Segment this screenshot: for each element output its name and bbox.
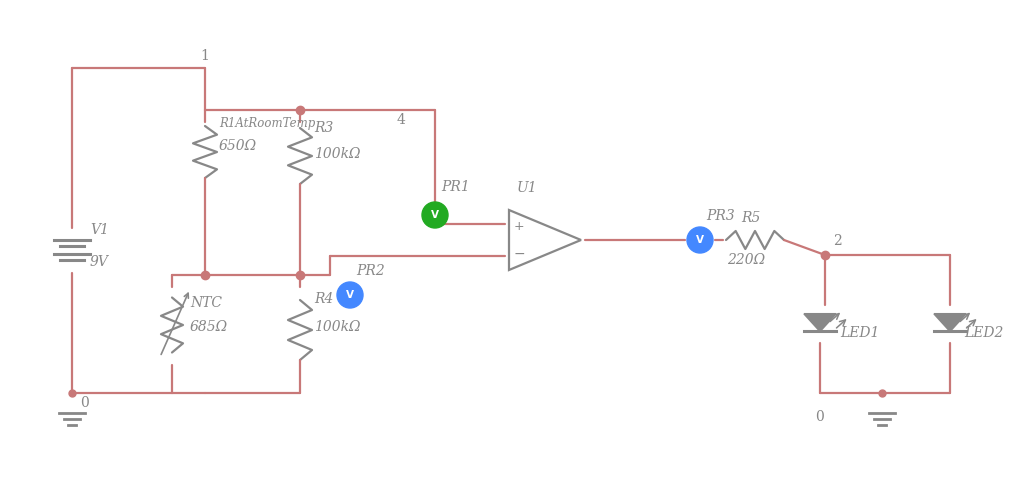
Text: LED1: LED1 — [840, 326, 880, 340]
Text: 2: 2 — [833, 234, 842, 248]
Text: R3: R3 — [314, 121, 334, 135]
Text: 9V: 9V — [90, 255, 109, 269]
Text: R5: R5 — [741, 211, 761, 225]
Text: LED2: LED2 — [964, 326, 1004, 340]
Text: R1AtRoomTemp: R1AtRoomTemp — [219, 118, 315, 131]
Text: 1: 1 — [200, 49, 209, 63]
Text: 0: 0 — [815, 410, 823, 424]
Text: V: V — [431, 210, 439, 220]
Text: V1: V1 — [90, 223, 109, 237]
Text: +: + — [514, 220, 524, 232]
Text: 650Ω: 650Ω — [219, 139, 257, 153]
Text: 100kΩ: 100kΩ — [314, 147, 360, 161]
Text: 220Ω: 220Ω — [727, 253, 765, 267]
Circle shape — [337, 282, 362, 308]
Circle shape — [687, 227, 713, 253]
Text: NTC: NTC — [190, 296, 222, 310]
Text: V: V — [696, 235, 705, 245]
Text: R4: R4 — [314, 292, 334, 306]
Text: PR1: PR1 — [441, 180, 470, 194]
Text: PR2: PR2 — [356, 264, 385, 278]
Text: 4: 4 — [397, 113, 406, 127]
Circle shape — [422, 202, 449, 228]
Text: −: − — [513, 247, 525, 261]
Text: 0: 0 — [80, 396, 89, 410]
Text: V: V — [346, 290, 354, 300]
Text: 100kΩ: 100kΩ — [314, 320, 360, 334]
Text: PR3: PR3 — [706, 209, 735, 223]
Polygon shape — [934, 314, 966, 332]
Polygon shape — [804, 314, 836, 332]
Text: 685Ω: 685Ω — [190, 320, 228, 334]
Text: U1: U1 — [517, 181, 538, 195]
